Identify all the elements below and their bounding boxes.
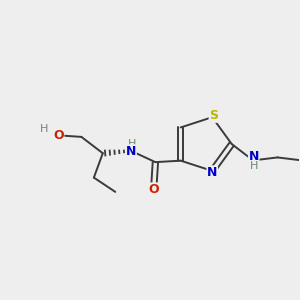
Text: O: O <box>148 183 159 196</box>
Text: H: H <box>128 139 136 149</box>
Text: O: O <box>53 129 64 142</box>
Text: S: S <box>209 109 218 122</box>
Text: H: H <box>250 161 258 171</box>
Text: N: N <box>126 145 136 158</box>
Text: N: N <box>248 150 259 163</box>
Text: N: N <box>207 166 217 179</box>
Text: H: H <box>40 124 48 134</box>
